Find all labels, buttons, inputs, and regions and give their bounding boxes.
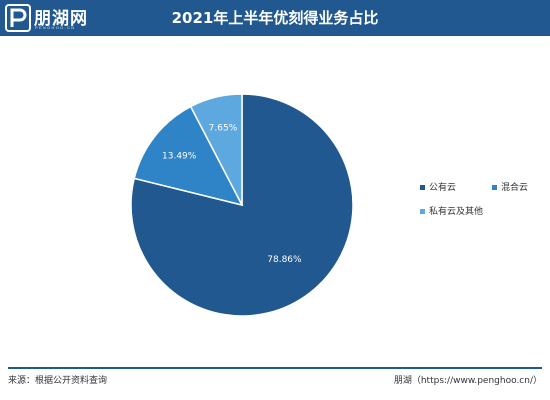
- legend-label-public-cloud: 公有云: [429, 183, 457, 193]
- pie-chart: 78.86% 13.49% 7.65%: [130, 93, 354, 317]
- legend-swatch-public-cloud: [420, 185, 425, 190]
- footer-source: 来源：根据公开资料查询: [8, 376, 108, 386]
- logo-subtext: PENGHOO.CN: [35, 25, 76, 30]
- header-bar: 朋湖网 PENGHOO.CN 2021年上半年优刻得业务占比: [0, 0, 550, 36]
- legend-swatch-private-cloud: [420, 209, 425, 214]
- logo-p-icon: [5, 4, 31, 32]
- legend-item-hybrid-cloud: 混合云: [492, 180, 528, 193]
- legend-swatch-hybrid-cloud: [492, 185, 497, 190]
- legend-item-private-cloud: 私有云及其他: [420, 204, 483, 217]
- footer-credit: 朋湖（https://www.penghoo.cn/）: [393, 376, 542, 386]
- footer-divider: [8, 367, 542, 369]
- pie-slice-private-cloud: [189, 93, 243, 206]
- logo: 朋湖网 PENGHOO.CN: [4, 3, 100, 33]
- pie-label-hybrid-cloud: 13.49%: [162, 152, 197, 162]
- pie-label-private-cloud: 7.65%: [209, 123, 238, 133]
- logo-text: 朋湖网: [34, 9, 88, 29]
- pie-label-public-cloud: 78.86%: [267, 255, 302, 265]
- pie-slice-hybrid-cloud: [133, 105, 244, 207]
- chart-title: 2021年上半年优刻得业务占比: [171, 9, 379, 27]
- legend-item-public-cloud: 公有云: [420, 180, 456, 193]
- legend-label-hybrid-cloud: 混合云: [501, 183, 529, 193]
- legend-label-private-cloud: 私有云及其他: [429, 207, 484, 217]
